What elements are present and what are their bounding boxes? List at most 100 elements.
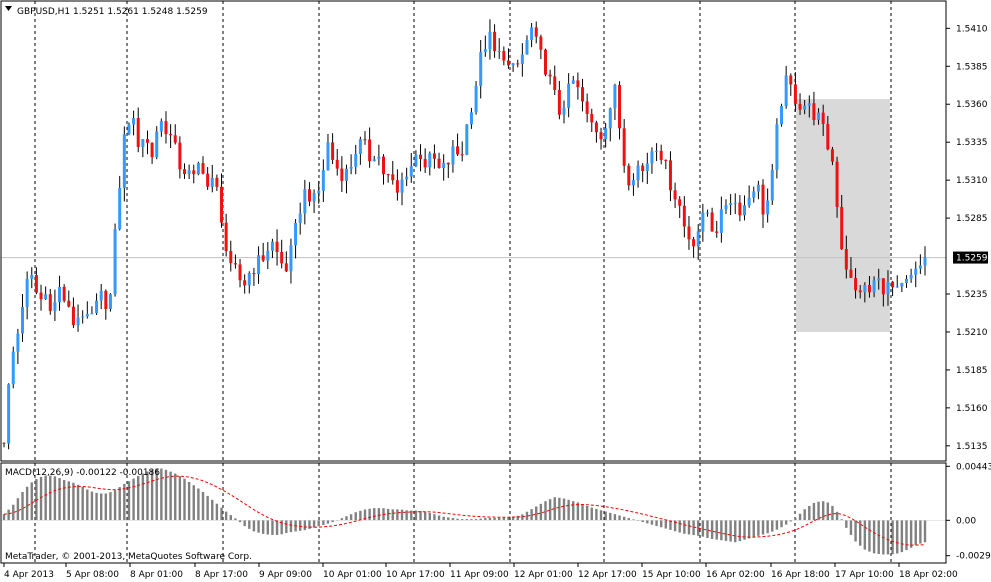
candle xyxy=(567,73,571,118)
candle-body-down xyxy=(678,199,682,206)
candle-body-up xyxy=(724,205,728,210)
candle xyxy=(692,236,696,258)
price-pane[interactable] xyxy=(1,1,946,461)
macd-bar xyxy=(261,520,265,534)
candle-body-up xyxy=(196,163,200,175)
candle-body-up xyxy=(372,159,376,162)
macd-bar xyxy=(280,520,283,535)
macd-bar xyxy=(104,493,108,521)
candle xyxy=(331,133,335,165)
time-tick-label: 10 Apr 17:00 xyxy=(386,570,445,580)
candle xyxy=(645,152,649,185)
macd-bar xyxy=(174,473,177,521)
macd-bar xyxy=(197,488,200,521)
candle xyxy=(914,261,918,288)
macd-bar xyxy=(567,499,570,521)
candle-body-down xyxy=(881,278,885,295)
candle-body-down xyxy=(48,294,52,311)
candle xyxy=(719,196,723,243)
candle xyxy=(349,154,353,175)
time-tick-label: 17 Apr 10:00 xyxy=(835,570,894,580)
candle-body-down xyxy=(220,186,224,223)
macd-bar xyxy=(923,520,927,543)
candle-body-down xyxy=(812,103,816,120)
candle xyxy=(543,48,547,77)
candle-body-down xyxy=(363,139,367,141)
candle xyxy=(81,310,85,324)
candle xyxy=(67,290,71,308)
candle xyxy=(132,110,136,136)
candle xyxy=(90,306,94,315)
macd-bar xyxy=(289,520,293,533)
macd-bar xyxy=(146,471,149,521)
macd-bar xyxy=(164,469,168,521)
candle-body-down xyxy=(664,159,668,161)
candle-body-down xyxy=(789,75,793,85)
candle-body-up xyxy=(294,222,298,246)
macd-bar xyxy=(118,487,121,521)
candle xyxy=(243,274,247,294)
macd-bar xyxy=(909,520,913,548)
candle-body-down xyxy=(502,51,506,61)
candle-body-up xyxy=(817,112,821,120)
macd-bar xyxy=(451,518,455,521)
macd-bar xyxy=(470,519,473,521)
candle xyxy=(298,202,302,235)
candle-body-up xyxy=(914,268,918,275)
candle xyxy=(798,93,802,115)
candle-body-up xyxy=(210,177,214,187)
candle xyxy=(257,246,261,284)
candle xyxy=(733,193,737,215)
candle xyxy=(826,115,830,151)
price-tick-label: 1.5335 xyxy=(956,138,988,148)
candle-body-up xyxy=(743,205,747,216)
candle xyxy=(48,289,52,315)
candle-body-down xyxy=(34,274,38,293)
candle-body-up xyxy=(108,294,112,309)
candle xyxy=(909,268,913,283)
candle-body-up xyxy=(530,27,534,41)
macd-bar xyxy=(622,516,626,521)
candle xyxy=(557,80,561,120)
macd-bar xyxy=(474,519,478,521)
macd-bar xyxy=(849,520,853,535)
candle xyxy=(530,22,534,48)
macd-bar xyxy=(900,520,904,553)
candle-body-up xyxy=(81,316,85,318)
candle-body-up xyxy=(562,107,566,115)
candle xyxy=(252,267,256,286)
macd-bar xyxy=(410,510,413,521)
macd-bar xyxy=(673,520,677,532)
candle xyxy=(687,215,691,250)
time-axis: 4 Apr 2013 5 Apr 08:00 8 Apr 01:00 8 Apr 17… xyxy=(3,563,958,580)
macd-bar xyxy=(729,520,732,542)
macd-bar xyxy=(697,520,700,536)
macd-bar xyxy=(400,509,404,521)
candle xyxy=(317,180,321,204)
macd-bar xyxy=(187,481,191,521)
dropdown-triangle-icon[interactable] xyxy=(5,6,12,11)
candle-body-down xyxy=(169,134,173,136)
candle-body-up xyxy=(497,51,501,53)
candle xyxy=(400,172,404,206)
macd-pane[interactable] xyxy=(1,463,946,563)
candle-body-down xyxy=(793,84,797,104)
candle xyxy=(895,275,899,288)
candle-body-down xyxy=(233,263,237,265)
candle-body-down xyxy=(243,280,247,286)
candle xyxy=(525,35,529,55)
candle-body-down xyxy=(548,74,552,77)
candle-body-up xyxy=(266,250,270,261)
candle xyxy=(576,72,580,100)
macd-bar xyxy=(465,519,469,521)
candle xyxy=(192,164,196,184)
macd-bar xyxy=(859,520,862,546)
candle xyxy=(122,126,126,202)
macd-bar xyxy=(331,520,334,523)
macd-bar xyxy=(771,520,774,532)
macd-bar xyxy=(595,508,598,521)
macd-bar xyxy=(428,512,431,521)
candle-body-up xyxy=(303,189,307,214)
candle xyxy=(266,242,270,269)
